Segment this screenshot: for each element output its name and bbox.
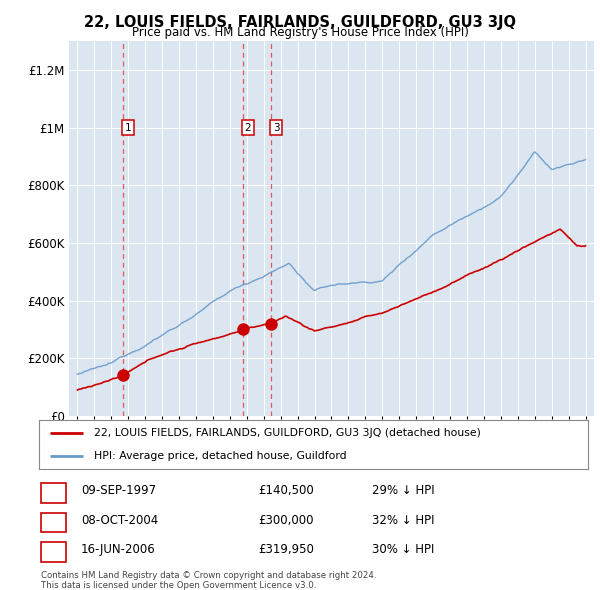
Text: £319,950: £319,950 bbox=[258, 543, 314, 556]
Text: 22, LOUIS FIELDS, FAIRLANDS, GUILDFORD, GU3 3JQ: 22, LOUIS FIELDS, FAIRLANDS, GUILDFORD, … bbox=[84, 15, 516, 30]
Text: 09-SEP-1997: 09-SEP-1997 bbox=[81, 484, 156, 497]
Text: HPI: Average price, detached house, Guildford: HPI: Average price, detached house, Guil… bbox=[94, 451, 347, 461]
Text: Contains HM Land Registry data © Crown copyright and database right 2024.
This d: Contains HM Land Registry data © Crown c… bbox=[41, 571, 376, 590]
Text: 1: 1 bbox=[125, 123, 131, 133]
Text: 3: 3 bbox=[273, 123, 280, 133]
Text: 32% ↓ HPI: 32% ↓ HPI bbox=[372, 514, 434, 527]
Text: 3: 3 bbox=[50, 543, 57, 556]
Text: 16-JUN-2006: 16-JUN-2006 bbox=[81, 543, 156, 556]
Text: 22, LOUIS FIELDS, FAIRLANDS, GUILDFORD, GU3 3JQ (detached house): 22, LOUIS FIELDS, FAIRLANDS, GUILDFORD, … bbox=[94, 428, 481, 438]
Text: 29% ↓ HPI: 29% ↓ HPI bbox=[372, 484, 434, 497]
Text: 30% ↓ HPI: 30% ↓ HPI bbox=[372, 543, 434, 556]
Text: 2: 2 bbox=[50, 514, 57, 527]
Text: 2: 2 bbox=[245, 123, 251, 133]
Text: £300,000: £300,000 bbox=[258, 514, 314, 527]
Text: Price paid vs. HM Land Registry's House Price Index (HPI): Price paid vs. HM Land Registry's House … bbox=[131, 26, 469, 39]
Text: £140,500: £140,500 bbox=[258, 484, 314, 497]
Text: 1: 1 bbox=[50, 484, 57, 497]
Text: 08-OCT-2004: 08-OCT-2004 bbox=[81, 514, 158, 527]
